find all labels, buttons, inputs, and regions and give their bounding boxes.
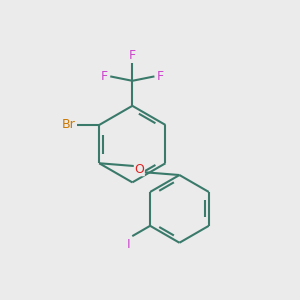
Text: Br: Br [62, 118, 76, 131]
Text: F: F [101, 70, 108, 83]
Text: O: O [134, 163, 144, 176]
Text: F: F [157, 70, 164, 83]
Text: I: I [127, 238, 131, 250]
Text: F: F [129, 49, 136, 62]
